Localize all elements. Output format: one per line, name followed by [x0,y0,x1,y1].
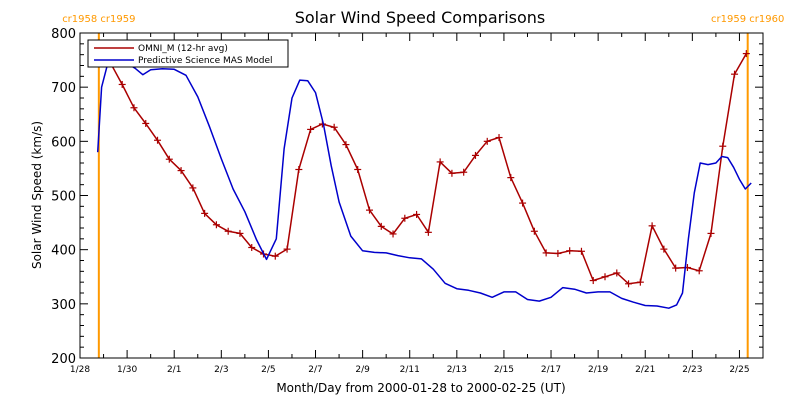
y-tick-label: 200 [51,352,76,367]
data-point-marker [201,209,209,217]
y-tick-label: 400 [51,244,76,259]
data-point-marker [236,229,244,237]
legend-box [87,39,289,68]
data-point-marker [566,247,574,255]
data-point-marker [519,199,527,207]
data-point-marker [389,230,397,238]
data-point-marker [212,221,220,229]
x-tick-label: 2/3 [214,365,228,375]
data-point-marker [554,249,562,257]
data-point-marker [307,125,315,133]
data-point-marker [448,169,456,177]
data-point-marker [271,252,279,260]
x-tick-label: 2/25 [729,365,749,375]
x-tick-label: 2/11 [400,365,420,375]
data-point-marker [589,277,597,285]
data-point-marker [118,80,126,88]
chart-title: Solar Wind Speed Comparisons [295,8,546,27]
data-point-marker [248,244,256,251]
data-point-marker [401,214,409,222]
x-tick-label: 2/19 [588,365,608,375]
x-tick-label: 2/1 [167,365,181,375]
y-axis-label: Solar Wind Speed (km/s) [30,121,44,269]
data-point-marker [224,227,232,235]
data-point-marker [436,158,444,166]
data-point-marker [719,142,727,150]
y-tick-label: 500 [51,190,76,205]
x-axis-label: Month/Day from 2000-01-28 to 2000-02-25 … [276,381,565,395]
data-point-marker [365,206,373,214]
data-point-marker [283,245,291,253]
data-point-marker [295,166,303,173]
y-tick-labels: 200 300 400 500 600 700 800 [51,27,76,367]
x-tick-labels: 1/28 1/30 2/1 2/3 2/5 2/7 2/9 2/11 2/13 2/15 2/17 2… [70,365,750,375]
rotation-marker-lines [97,33,749,358]
rotation-marker-labels: cr1958 cr1959 cr1959 cr1960 [62,14,784,25]
data-point-marker [507,174,515,182]
plot-frame [79,32,764,359]
data-point-marker [625,280,633,288]
data-point-marker [377,222,385,230]
data-point-marker [424,228,432,236]
data-point-marker [495,134,503,142]
legend: OMNI_M (12-hr avg) Predictive Science MA… [87,39,289,68]
x-tick-label: 2/9 [355,365,370,375]
data-point-marker [154,136,162,144]
y-tick-label: 800 [51,27,76,42]
data-point-marker [648,222,656,230]
data-point-marker [731,70,739,78]
x-tick-label: 2/23 [682,365,702,375]
legend-label-omni: OMNI_M (12-hr avg) [138,44,228,54]
x-tick-label: 2/13 [447,365,467,375]
data-point-marker [413,210,421,218]
data-point-marker [130,104,138,112]
data-point-marker [672,264,680,272]
data-point-marker [189,184,197,192]
data-point-marker [330,123,338,131]
rotation-marker-label: cr1959 cr1960 [711,14,784,25]
data-point-marker [613,269,621,277]
y-tick-label: 700 [51,81,76,96]
x-tick-label: 1/30 [117,365,137,375]
data-point-marker [142,119,150,127]
data-point-marker [483,137,491,145]
x-tick-label: 2/5 [261,365,275,375]
y-tick-label: 300 [51,298,76,313]
series-layer [95,50,752,309]
data-point-marker [601,273,609,281]
data-point-marker [636,278,644,286]
data-point-marker [530,227,538,235]
data-point-marker [542,249,550,257]
data-point-marker [342,141,350,149]
data-point-marker [742,50,750,58]
y-tick-label: 600 [51,135,76,150]
data-point-marker [695,267,703,275]
x-tick-label: 2/21 [635,365,655,375]
x-tick-label: 2/7 [308,365,322,375]
rotation-marker-label: cr1958 cr1959 [62,14,135,25]
data-point-marker [177,167,185,175]
x-tick-label: 2/15 [494,365,514,375]
data-point-marker [707,229,715,237]
data-point-marker [354,166,362,173]
series-line-mas [96,61,752,309]
data-point-marker [460,168,468,176]
data-point-marker [471,151,479,159]
data-point-marker [165,155,173,163]
data-point-marker [577,247,585,255]
data-point-marker [660,245,668,253]
legend-label-mas: Predictive Science MAS Model [138,56,273,66]
x-tick-label: 2/17 [541,365,561,375]
x-tick-label: 1/28 [70,365,90,375]
